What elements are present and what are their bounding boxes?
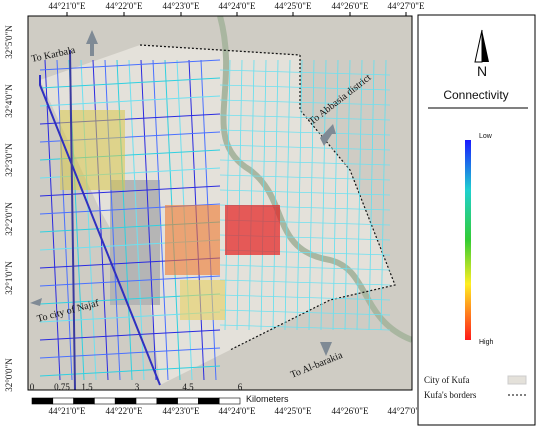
street (284, 59, 291, 331)
street (260, 59, 267, 331)
legend-swatch (507, 375, 527, 385)
bottom-coordinate: 44°22'0"E (106, 406, 143, 416)
street (44, 59, 61, 381)
top-coordinate: 44°27'0"E (388, 1, 425, 11)
scale-segment (52, 397, 74, 405)
left-coordinate: 32°5'0"N (4, 25, 14, 59)
scale-label: 6 (238, 382, 243, 392)
scale-segment (135, 397, 158, 405)
street (224, 59, 231, 331)
street (248, 59, 255, 331)
top-coordinate: 44°21'0"E (49, 1, 86, 11)
scale-label: 0.75 (54, 382, 70, 392)
street (219, 189, 391, 196)
scale-segment (73, 397, 95, 405)
legend-title: Connectivity (443, 88, 508, 102)
left-coordinate: 32°4'0"N (4, 84, 14, 118)
street (39, 329, 221, 341)
street (56, 59, 73, 381)
street (219, 264, 391, 271)
north-label: N (477, 63, 487, 79)
scale-unit: Kilometers (246, 394, 289, 404)
street (219, 69, 391, 76)
street (219, 294, 391, 301)
street (368, 59, 375, 331)
scale-label: 1.5 (81, 382, 93, 392)
street (219, 309, 391, 316)
top-coordinate: 44°25'0"E (275, 1, 312, 11)
street (140, 59, 157, 381)
street (219, 129, 391, 136)
street (219, 324, 391, 331)
street (356, 59, 363, 331)
street (219, 144, 391, 151)
left-coordinate: 32°2'0"N (4, 202, 14, 236)
bottom-coordinate: 44°25'0"E (275, 406, 312, 416)
left-coordinate: 32°1'0"N (4, 261, 14, 295)
street (272, 59, 279, 331)
street (308, 59, 315, 331)
bottom-coordinate: 44°27'0"E (388, 406, 425, 416)
street (219, 114, 391, 121)
left-coordinate: 32°3'0"N (4, 143, 14, 177)
street (320, 59, 327, 331)
street (152, 59, 169, 381)
coordinate-labels: 44°21'0"E 44°21'0"E 44°22'0"E 44°22'0"E 44°2… (4, 1, 425, 416)
scale-segment (94, 397, 116, 405)
color-ramp (465, 140, 471, 340)
street (39, 347, 221, 359)
bottom-coordinate: 44°21'0"E (49, 406, 86, 416)
bottom-coordinate: 44°24'0"E (219, 406, 256, 416)
street (219, 174, 391, 181)
legend-item: Kufa's borders (424, 390, 477, 400)
street (344, 59, 351, 331)
scale-segment (177, 397, 199, 405)
street (219, 99, 391, 106)
street (236, 59, 243, 331)
street (219, 279, 391, 286)
bottom-coordinate: 44°26'0"E (332, 406, 369, 416)
legend-panel (417, 14, 536, 426)
legend-item: City of Kufa (424, 375, 470, 385)
direction-arrows (30, 30, 336, 356)
scale-segment (198, 397, 220, 405)
street (219, 84, 391, 91)
north-arrow-fill (482, 30, 489, 62)
scale-label: 0 (30, 382, 35, 392)
street (128, 59, 145, 381)
ramp-low: Low (479, 133, 493, 140)
scale-label: 4.5 (182, 382, 194, 392)
top-coordinate: 44°24'0"E (219, 1, 256, 11)
street (39, 365, 221, 377)
street (219, 159, 391, 166)
ramp-high: High (479, 339, 494, 346)
scale-label: 3 (135, 382, 140, 392)
street (296, 59, 303, 331)
top-coordinate: 44°22'0"E (106, 1, 143, 11)
left-coordinate: 32°0'0"N (4, 358, 14, 392)
top-coordinate: 44°23'0"E (163, 1, 200, 11)
bottom-coordinate: 44°23'0"E (163, 406, 200, 416)
street (332, 59, 339, 331)
scale-segment (114, 397, 137, 405)
street (39, 185, 221, 197)
top-coordinate: 44°26'0"E (332, 1, 369, 11)
map-area (28, 16, 412, 390)
scale-segment (218, 397, 241, 405)
scale-segment (31, 397, 54, 405)
scale-segment (156, 397, 178, 405)
street (39, 275, 221, 287)
